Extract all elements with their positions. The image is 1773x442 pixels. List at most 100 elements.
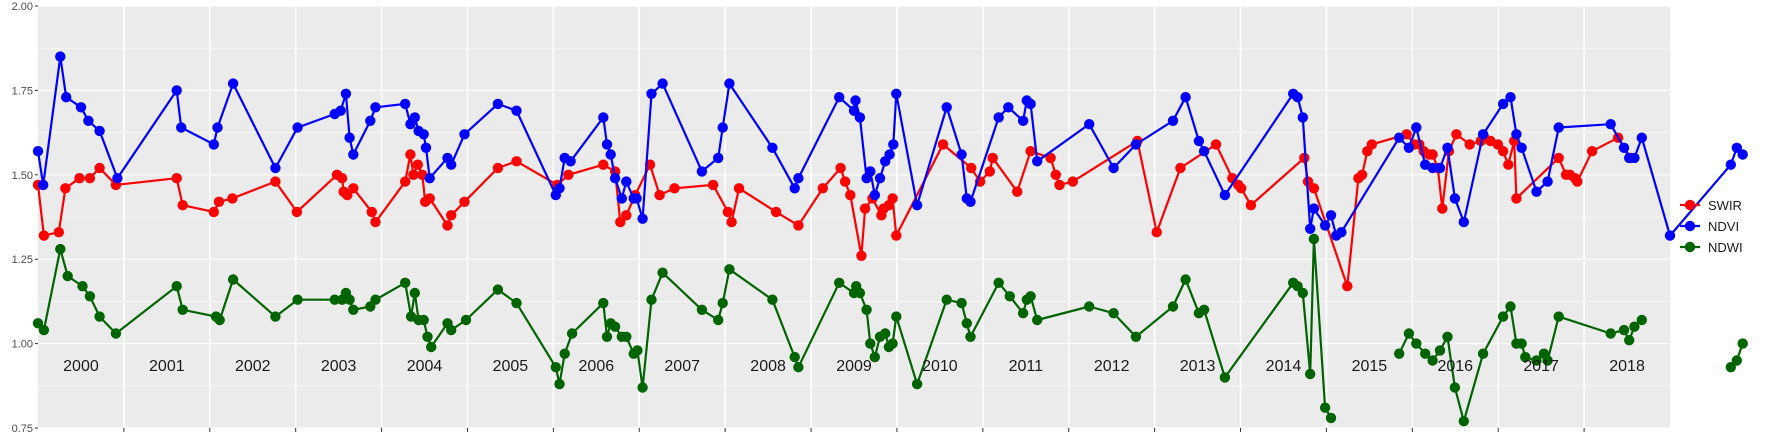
ndvi-point <box>446 159 457 170</box>
ndvi-point <box>789 183 800 194</box>
ndwi-point <box>1449 382 1461 393</box>
ndwi-point <box>696 304 708 315</box>
ndvi-point <box>911 200 923 211</box>
swir-point <box>859 203 871 214</box>
ndwi-point <box>1497 311 1509 322</box>
swir-point <box>446 210 457 221</box>
series-ndvi <box>32 51 1748 241</box>
ndvi-point <box>1427 162 1438 174</box>
legend: SWIR NDVI NDWI <box>1680 198 1743 255</box>
ndvi-point <box>637 213 648 224</box>
ndwi-point <box>724 264 735 275</box>
swir-point <box>412 159 423 170</box>
ndvi-point <box>1553 122 1564 133</box>
ndvi-point <box>1725 159 1737 170</box>
ndvi-point <box>171 85 182 96</box>
ndwi-point <box>637 382 648 393</box>
swir-point <box>887 193 898 204</box>
ndvi-point <box>1605 119 1616 130</box>
ndvi-point <box>605 149 616 160</box>
ndvi-point <box>965 196 976 207</box>
ndvi-point <box>400 98 411 110</box>
swir-point <box>654 189 665 201</box>
y-tick-label: 1.25 <box>12 254 33 266</box>
ndwi-point <box>1725 362 1737 373</box>
ndvi-point <box>1516 142 1527 153</box>
ndvi-point <box>657 78 668 89</box>
swir-point <box>839 176 851 187</box>
ndvi-point <box>1737 149 1748 160</box>
ndwi-point <box>956 297 967 309</box>
ndvi-point <box>1542 176 1553 187</box>
y-tick-label: 2.00 <box>12 1 33 13</box>
ndwi-point <box>400 277 411 288</box>
year-label: 2010 <box>922 358 958 375</box>
ndvi-point <box>834 92 845 103</box>
ndvi-point <box>1130 139 1142 150</box>
ndvi-point <box>1219 189 1231 201</box>
swir-point <box>891 230 902 241</box>
swir-point <box>1054 179 1065 191</box>
ndwi-point <box>854 287 866 299</box>
series-swir <box>32 129 1636 292</box>
ndwi-point <box>1108 308 1119 319</box>
year-label: 2018 <box>1609 358 1645 375</box>
ndvi-point <box>212 122 223 133</box>
swir-point <box>1308 183 1320 194</box>
ndwi-point <box>1032 314 1043 326</box>
ndvi-point <box>1458 216 1470 228</box>
swir-point <box>621 210 632 221</box>
swir-point <box>1451 129 1462 140</box>
swir-point <box>770 206 782 218</box>
ndwi-point <box>834 277 845 288</box>
ndvi-point <box>565 156 576 167</box>
ndvi-point <box>609 173 621 184</box>
ndwi-point <box>1442 331 1453 342</box>
ndwi-point <box>1394 348 1405 359</box>
ndvi-point <box>554 183 565 194</box>
swir-point <box>987 152 998 164</box>
year-label: 2014 <box>1266 358 1302 375</box>
ndwi-point <box>1167 301 1179 312</box>
swir-point <box>1045 152 1056 164</box>
ndvi-point <box>418 129 429 140</box>
ndvi-point <box>292 122 303 133</box>
ndwi-point <box>1618 324 1630 336</box>
ndvi-point <box>1180 92 1191 103</box>
ndvi-point <box>1325 210 1337 221</box>
ndwi-point <box>1004 291 1015 302</box>
year-label: 2015 <box>1352 358 1388 375</box>
series-ndwi <box>1725 338 1748 373</box>
swir-point <box>442 220 453 231</box>
year-label: 2001 <box>149 358 185 375</box>
legend-label-swir: SWIR <box>1708 198 1742 213</box>
ndwi-point <box>598 297 609 309</box>
swir-point <box>400 176 411 187</box>
ndvi-point <box>598 112 609 123</box>
ndwi-point <box>1084 301 1095 312</box>
ndwi-point <box>1629 321 1640 332</box>
swir-point <box>74 173 85 184</box>
ndvi-point <box>1442 142 1453 153</box>
ndvi-point <box>891 88 902 100</box>
swir-point <box>1236 183 1247 194</box>
ndvi-point <box>1319 220 1331 231</box>
ndwi-point <box>38 324 50 336</box>
swir-point <box>336 173 348 184</box>
y-tick-label: 1.75 <box>12 85 33 97</box>
ndvi-point <box>1394 132 1405 143</box>
ndvi-point <box>60 92 72 103</box>
ndvi-point <box>1025 98 1036 110</box>
ndvi-point <box>344 132 355 143</box>
ndvi-point <box>340 88 352 100</box>
ndvi-point <box>1636 132 1648 143</box>
ndwi-point <box>1505 301 1516 312</box>
ndvi-point <box>717 122 728 133</box>
swir-point <box>208 206 219 218</box>
swir-point <box>1342 281 1353 292</box>
ndvi-point <box>94 125 105 137</box>
ndvi-point <box>1618 142 1630 153</box>
ndvi-point <box>492 98 504 110</box>
ndwi-point <box>767 294 778 305</box>
